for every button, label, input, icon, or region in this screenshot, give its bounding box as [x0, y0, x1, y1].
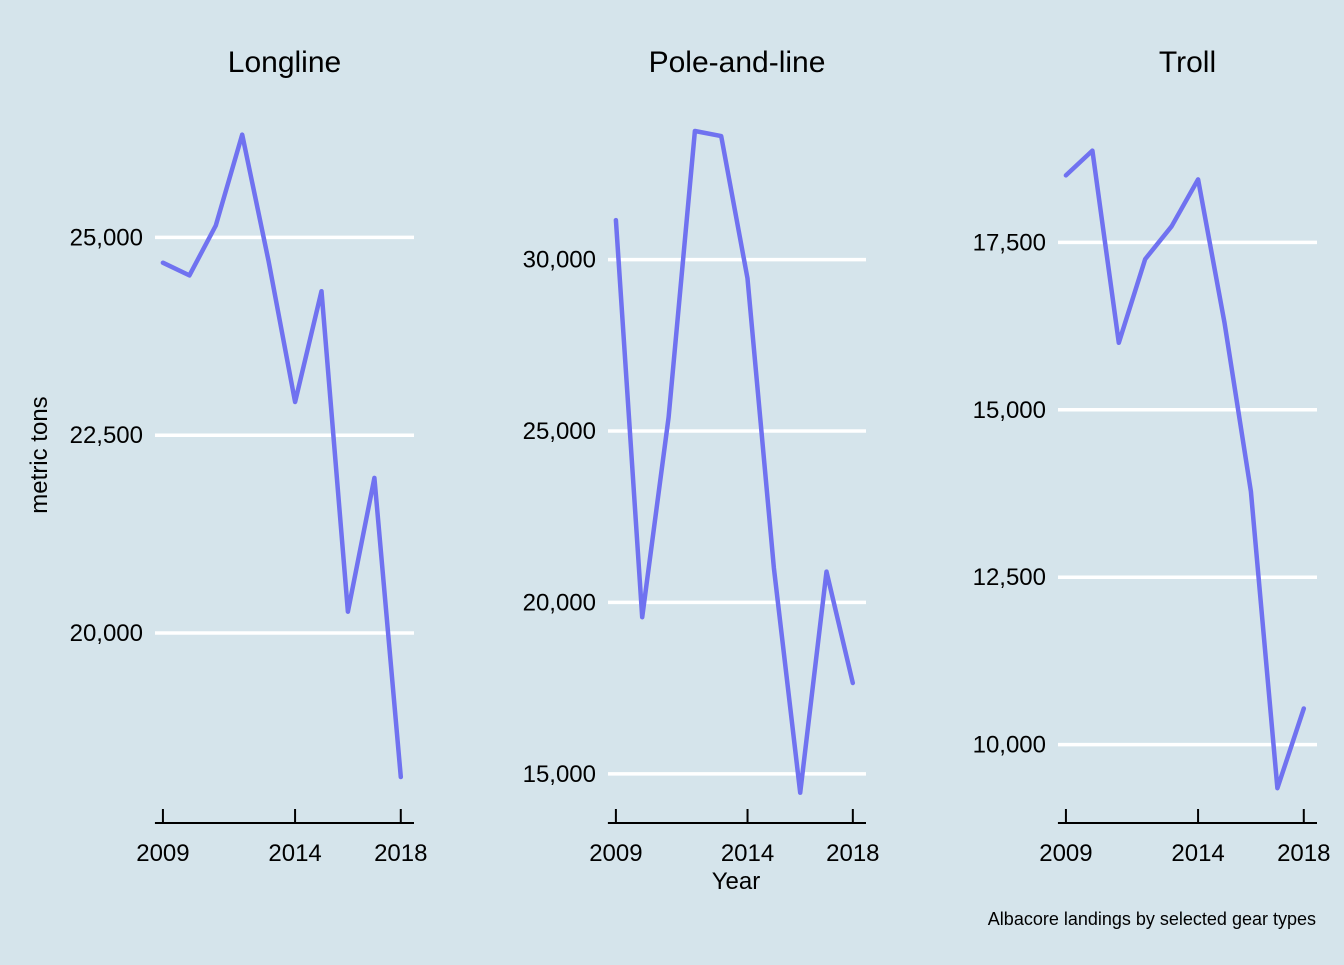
y-tick-label: 25,000 [523, 418, 596, 445]
y-tick-label: 20,000 [523, 589, 596, 616]
chart-caption: Albacore landings by selected gear types [988, 909, 1316, 929]
x-tick-label: 2014 [1171, 840, 1224, 867]
y-tick-label: 15,000 [523, 761, 596, 788]
x-tick-label: 2018 [826, 840, 879, 867]
facet-panel: Longline 20,000 22,500 25,000 2009 2014 2018 [70, 46, 428, 867]
y-tick-label: 15,000 [973, 397, 1046, 424]
panel-title: Longline [228, 46, 341, 79]
series-line [160, 132, 404, 780]
x-tick-label: 2014 [721, 840, 774, 867]
x-axis-label: Year [712, 868, 761, 895]
x-tick-label: 2009 [136, 840, 189, 867]
series-line [613, 128, 856, 795]
y-tick-label: 25,000 [70, 224, 143, 251]
series-line [1063, 148, 1307, 791]
x-tick-label: 2009 [1039, 840, 1092, 867]
facet-panel: Troll 10,000 12,500 15,000 17,500 2009 2014 201… [973, 46, 1331, 867]
x-tick-label: 2009 [589, 840, 642, 867]
y-tick-label: 22,500 [70, 422, 143, 449]
panel-title: Pole-and-line [649, 46, 826, 79]
x-tick-label: 2014 [268, 840, 321, 867]
x-tick-label: 2018 [374, 840, 427, 867]
y-tick-label: 30,000 [523, 247, 596, 274]
panel-title: Troll [1159, 46, 1216, 79]
y-axis-label: metric tons [26, 396, 53, 513]
y-tick-label: 17,500 [973, 229, 1046, 256]
x-tick-label: 2018 [1277, 840, 1330, 867]
y-tick-label: 12,500 [973, 564, 1046, 591]
facet-panel: Pole-and-line 15,000 20,000 25,000 30,000 200… [523, 46, 880, 867]
y-tick-label: 10,000 [973, 732, 1046, 759]
y-tick-label: 20,000 [70, 620, 143, 647]
